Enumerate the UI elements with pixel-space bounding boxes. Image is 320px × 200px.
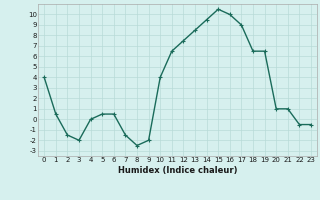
- X-axis label: Humidex (Indice chaleur): Humidex (Indice chaleur): [118, 166, 237, 175]
